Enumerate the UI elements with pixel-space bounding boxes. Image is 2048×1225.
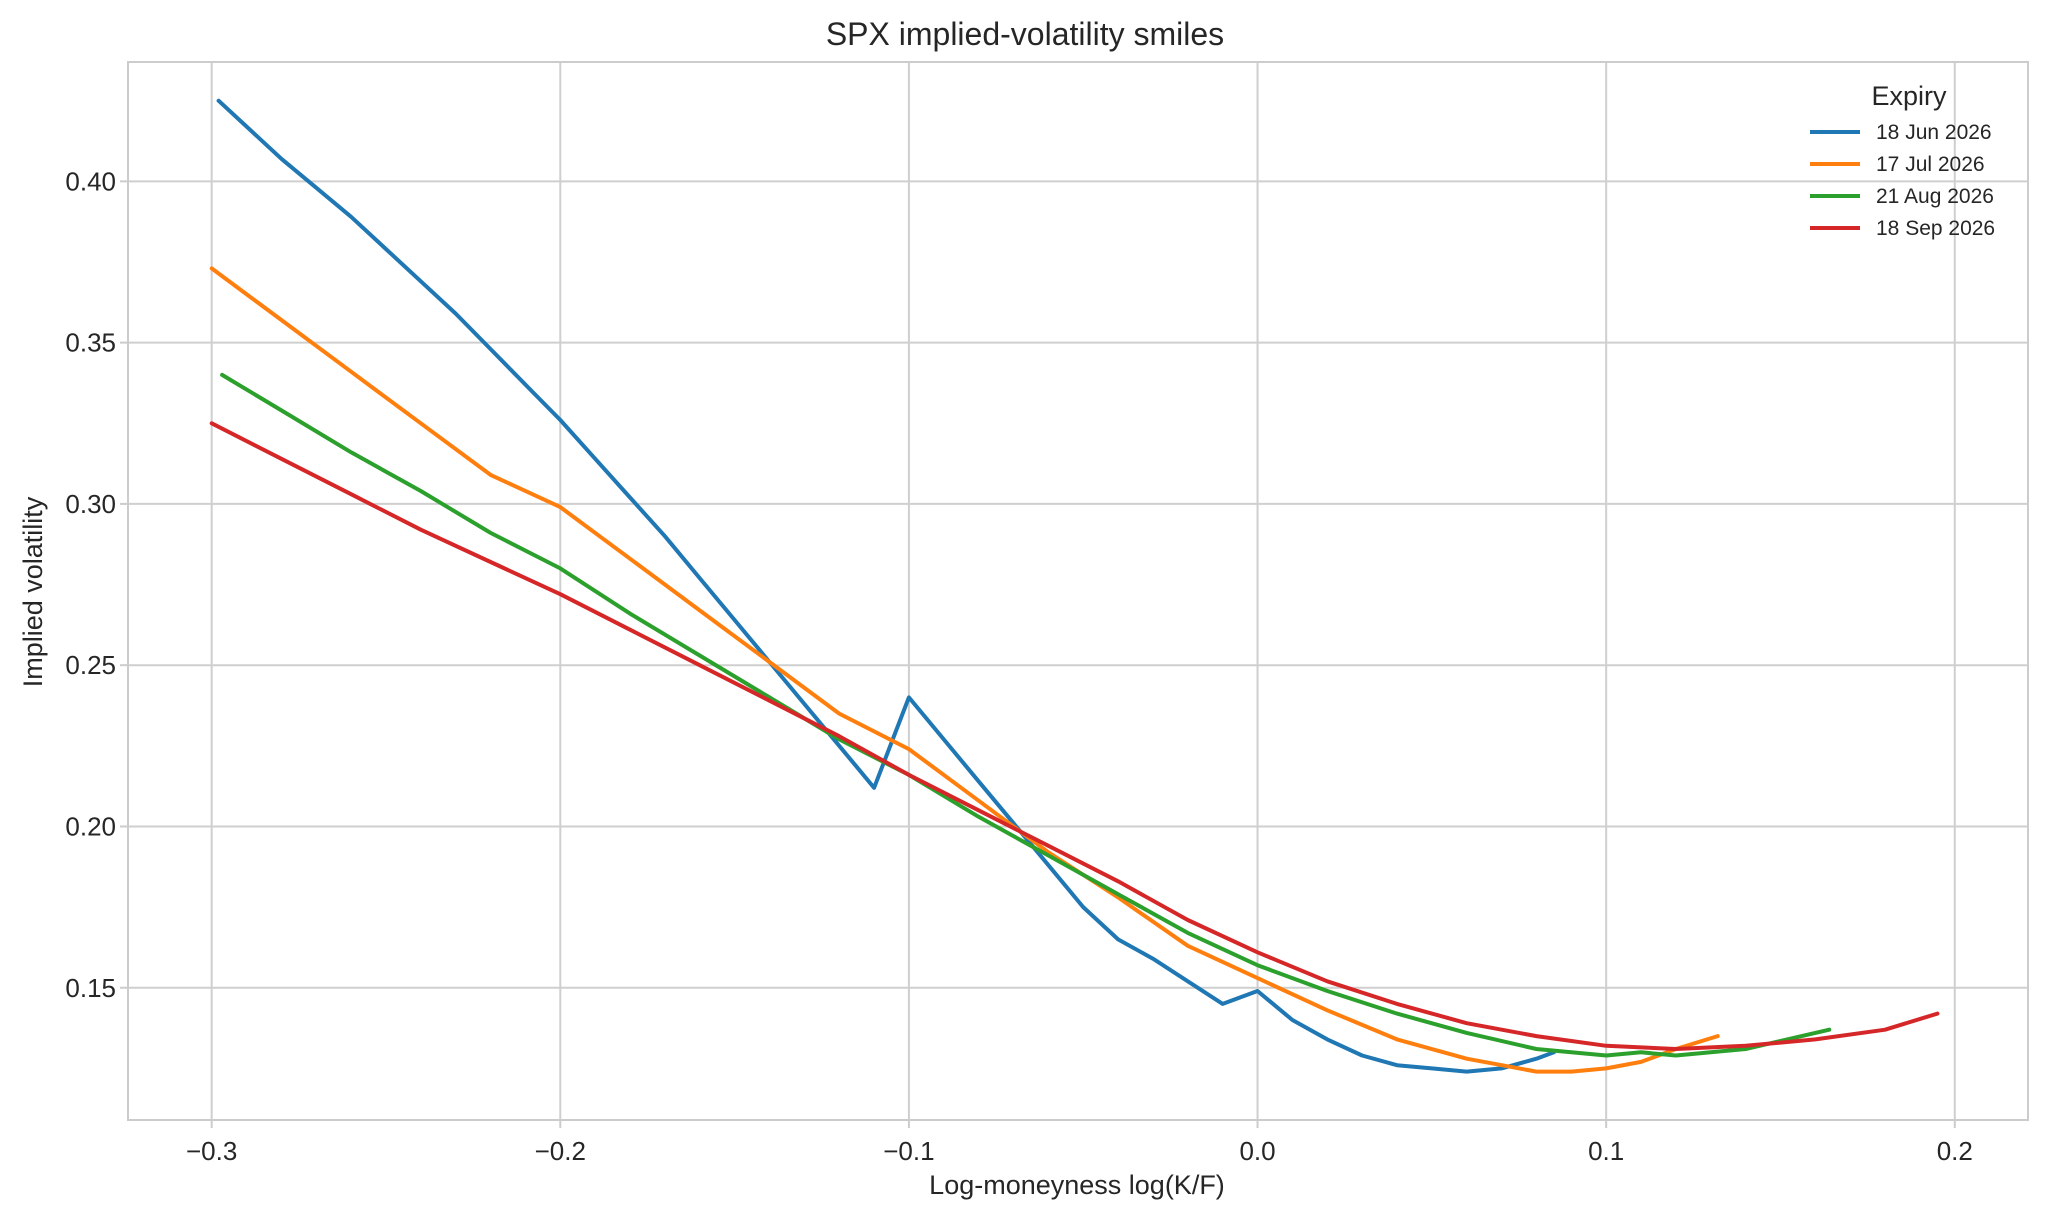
x-tick-label: 0.1: [1588, 1136, 1624, 1166]
legend: Expiry 18 Jun 2026 17 Jul 2026 21 Aug 2026…: [1810, 81, 1995, 240]
chart-title: SPX implied-volatility smiles: [826, 16, 1224, 52]
series-line-3: [220, 372, 1832, 1058]
y-tick-label: 0.15: [65, 973, 116, 1003]
y-tick-label: 0.35: [65, 328, 116, 358]
y-tick-label: 0.20: [65, 811, 116, 841]
legend-label: 18 Jun 2026: [1876, 121, 1992, 144]
y-tick-label: 0.25: [65, 650, 116, 680]
series-line-1: [216, 98, 1556, 1074]
series-line-2: [209, 266, 1720, 1074]
legend-entry: 18 Sep 2026: [1810, 217, 1995, 240]
ticks: −0.3 −0.2 −0.1 0.0 0.1 0.2 0.15 0.20 0.25 0.30 0.3…: [65, 166, 1972, 1166]
x-tick-label: −0.2: [535, 1136, 586, 1166]
legend-entry: 17 Jul 2026: [1810, 153, 1985, 176]
y-tick-label: 0.30: [65, 489, 116, 519]
grid: [128, 62, 2028, 1120]
x-axis-label: Log-moneyness log(K/F): [929, 1170, 1225, 1200]
series-line-4: [209, 421, 1940, 1051]
legend-label: 18 Sep 2026: [1876, 217, 1995, 240]
series-lines: [209, 98, 1940, 1074]
legend-entries: 18 Jun 2026 17 Jul 2026 21 Aug 2026 18 Sep …: [1810, 121, 1995, 240]
x-tick-label: 0.0: [1239, 1136, 1275, 1166]
plot-frame: [127, 61, 2029, 1121]
y-tick-label: 0.40: [65, 166, 116, 196]
x-tick-label: −0.3: [186, 1136, 237, 1166]
y-axis-label: Implied volatility: [18, 496, 48, 687]
x-tick-label: 0.2: [1937, 1136, 1973, 1166]
legend-entry: 18 Jun 2026: [1810, 121, 1992, 144]
x-tick-label: −0.1: [883, 1136, 934, 1166]
legend-title: Expiry: [1871, 81, 1947, 111]
legend-entry: 21 Aug 2026: [1810, 185, 1994, 208]
legend-label: 17 Jul 2026: [1876, 153, 1985, 176]
legend-label: 21 Aug 2026: [1876, 185, 1994, 208]
